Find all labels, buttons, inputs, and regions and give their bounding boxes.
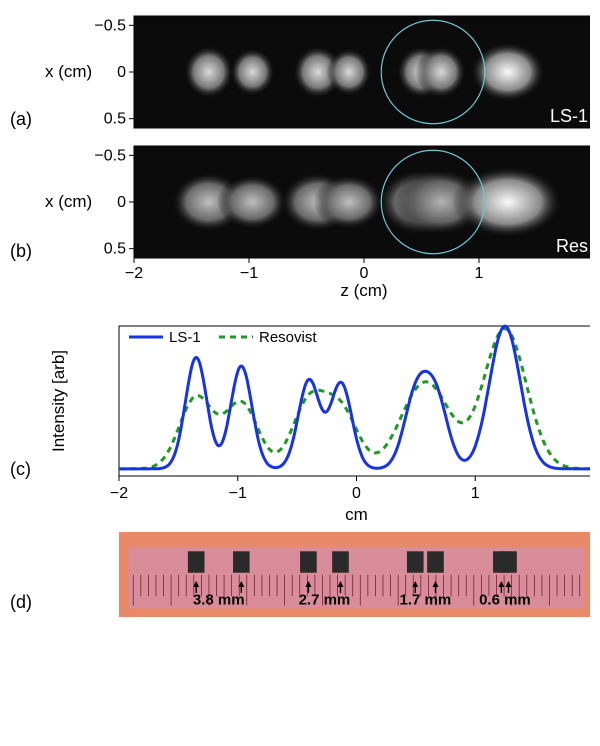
blob: [184, 45, 235, 98]
x-axis-label: cm: [346, 505, 369, 524]
series-resovist: [119, 329, 590, 469]
line-panel: (c)−2−1012cmLS-1ResovistIntensity [arb]: [10, 320, 590, 526]
x-tick-label: 0: [360, 265, 369, 282]
x-tick-label: 0: [352, 485, 361, 502]
panel-label: (c): [10, 459, 39, 480]
y-tick-label: −0.5: [95, 147, 127, 164]
blob: [453, 166, 564, 239]
photo-panel: (d) 3.8 mm 2.7 mm 1.7 mm 0.6 mm: [10, 532, 590, 617]
x-tick-label: 1: [475, 265, 484, 282]
legend-label: Resovist: [259, 329, 317, 346]
gap-label: 3.8 mm: [193, 592, 245, 609]
x-tick-label: −2: [125, 265, 143, 282]
image-panel: (b)Res−0.500.5−2−1012z (cm)x (cm): [10, 140, 590, 300]
blob: [314, 174, 385, 230]
corner-label: LS-1: [550, 106, 588, 126]
x-tick-label: −1: [240, 265, 258, 282]
x-axis-label: z (cm): [341, 281, 388, 300]
y-axis-label: x (cm): [45, 62, 92, 81]
x-tick-label: −2: [110, 485, 128, 502]
y-axis-label: x (cm): [45, 192, 92, 211]
blob: [230, 48, 276, 97]
sample-well: [501, 551, 518, 572]
sample-well: [407, 551, 424, 572]
y-tick-label: 0.5: [104, 111, 126, 128]
sample-well: [301, 551, 318, 572]
blob: [217, 174, 288, 230]
x-tick-label: −1: [229, 485, 247, 502]
panel-label: (a): [10, 109, 39, 130]
y-tick-label: 0.5: [104, 241, 126, 258]
gap-label: 1.7 mm: [400, 592, 452, 609]
blob: [327, 48, 373, 97]
image-panel: (a) LS-1 −0.5 0 0.5 x (cm): [10, 10, 590, 134]
sample-well: [233, 551, 250, 572]
legend-label: LS-1: [169, 329, 201, 346]
sample-well: [428, 551, 445, 572]
panel-label: (d): [10, 592, 39, 613]
gap-label: 2.7 mm: [299, 592, 351, 609]
corner-label: Res: [556, 236, 588, 256]
gap-label: 0.6 mm: [480, 592, 532, 609]
y-tick-label: −0.5: [95, 17, 127, 34]
series-ls1: [119, 326, 590, 469]
y-axis-label: Intensity [arb]: [49, 350, 68, 452]
figure-root: (a) LS-1 −0.5 0 0.5 x (cm) (b) Res −0.5 0 0.5 −2 −1 0…: [10, 10, 590, 617]
sample-well: [333, 551, 350, 572]
x-tick-label: 1: [471, 485, 480, 502]
blob: [470, 42, 546, 103]
y-tick-label: 0: [118, 194, 127, 211]
blob: [416, 45, 467, 98]
y-tick-label: 0: [118, 64, 127, 81]
panel-label: (b): [10, 241, 39, 262]
sample-well: [188, 551, 205, 572]
